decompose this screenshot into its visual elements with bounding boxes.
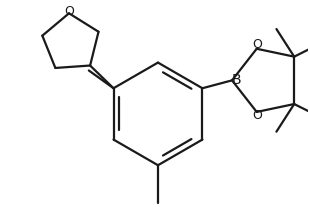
Text: O: O (252, 38, 262, 51)
Text: B: B (231, 73, 241, 87)
Text: O: O (252, 109, 262, 122)
Text: O: O (64, 5, 74, 18)
